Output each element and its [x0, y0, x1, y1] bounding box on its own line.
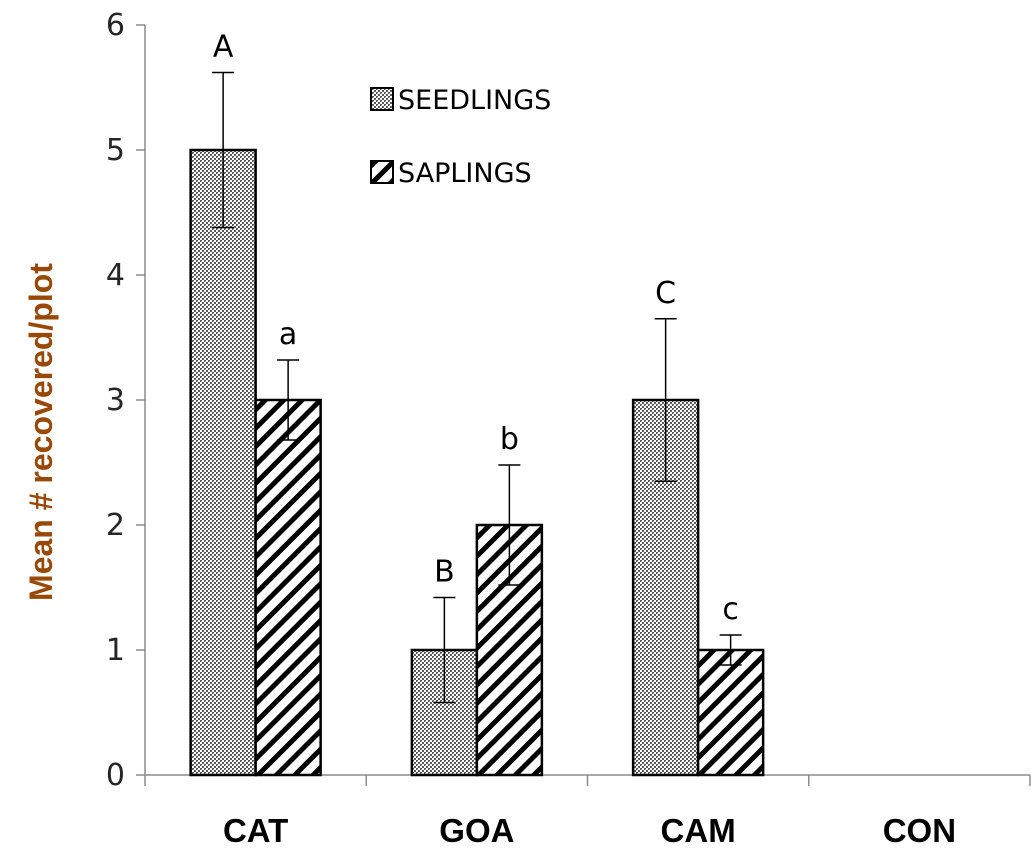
x-tick-label: CAT — [223, 812, 288, 848]
error-bars — [212, 71, 742, 704]
significance-label: C — [655, 276, 676, 311]
x-tick-label: GOA — [439, 812, 514, 848]
bar-saplings-goa — [475, 523, 544, 777]
legend-label-seedlings: SEEDLINGS — [398, 85, 551, 116]
y-axis-label: Mean # recovered/plot — [23, 263, 59, 601]
legend-label-saplings: SAPLINGS — [398, 158, 532, 189]
x-tick-label: CAM — [661, 812, 736, 848]
bar-seedlings-cat — [189, 148, 257, 777]
x-tick-label: CON — [883, 812, 956, 848]
y-tick-label: 3 — [106, 383, 125, 418]
bars — [189, 148, 765, 777]
significance-label: c — [722, 592, 739, 627]
legend-swatch-saplings — [370, 160, 394, 184]
y-tick-label: 1 — [106, 633, 125, 668]
y-tick-label: 2 — [106, 508, 125, 543]
legend: SEEDLINGS SAPLINGS — [370, 85, 551, 189]
significance-label: B — [434, 555, 455, 590]
bar-saplings-cat — [254, 398, 322, 777]
legend-swatch-seedlings — [370, 87, 394, 111]
significance-labels: A B Ca b c — [213, 30, 739, 628]
y-tick-label: 4 — [106, 258, 125, 293]
y-axis: 0 1 2 3 4 5 6 — [106, 8, 146, 793]
significance-label: A — [213, 30, 234, 65]
significance-label: b — [500, 422, 519, 457]
x-axis: CAT GOA CAM CON — [144, 774, 1031, 848]
y-tick-label: 5 — [106, 133, 125, 168]
bar-saplings-cam — [696, 648, 765, 777]
y-tick-label: 0 — [106, 758, 125, 793]
y-tick-label: 6 — [106, 8, 125, 43]
significance-label: a — [279, 317, 297, 352]
